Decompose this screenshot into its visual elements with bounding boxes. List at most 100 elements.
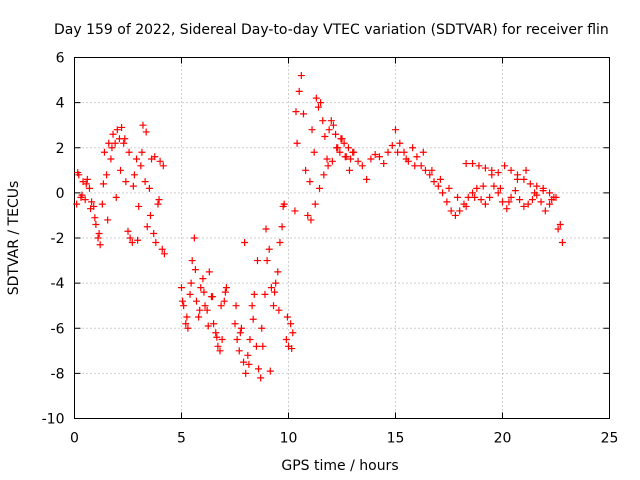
data-point (241, 239, 249, 247)
data-point (158, 245, 166, 253)
data-point (541, 207, 549, 215)
data-point (546, 200, 554, 208)
data-point (233, 336, 241, 344)
data-point (246, 336, 254, 344)
data-point (417, 162, 425, 170)
data-point (192, 297, 200, 305)
data-point (539, 184, 547, 192)
data-point (126, 234, 134, 242)
data-point (146, 211, 154, 219)
data-point (96, 241, 104, 249)
data-point (141, 178, 149, 186)
data-point (462, 202, 470, 210)
data-point (445, 184, 453, 192)
data-point (270, 302, 278, 310)
data-point (125, 148, 133, 156)
data-point (190, 234, 198, 242)
data-point (295, 87, 303, 95)
x-ticks: 0 5 10 15 20 25 (70, 57, 618, 447)
data-point (314, 103, 322, 111)
data-point (242, 369, 250, 377)
data-point (388, 141, 396, 149)
data-point (95, 229, 103, 237)
data-point (511, 187, 519, 195)
y-tick-label: -4 (51, 276, 65, 292)
x-tick-label: 0 (70, 431, 79, 447)
data-point (419, 148, 427, 156)
data-point (396, 139, 404, 147)
data-point (262, 225, 270, 233)
data-point (259, 342, 267, 350)
data-point (107, 155, 115, 163)
y-tick-label: -8 (51, 366, 65, 382)
y-tick-label: -2 (51, 231, 65, 247)
data-point (122, 178, 130, 186)
data-point (558, 239, 566, 247)
grid-lines (74, 57, 610, 419)
data-point (103, 171, 111, 179)
data-point (91, 214, 99, 222)
data-point (306, 178, 314, 186)
data-point (447, 207, 455, 215)
data-point (304, 211, 312, 219)
data-point (130, 171, 138, 179)
data-point (384, 148, 392, 156)
data-point (513, 171, 521, 179)
data-point (231, 320, 239, 328)
y-ticks: -10 -8 -6 -4 -2 0 2 4 6 (42, 51, 610, 428)
data-point (267, 284, 275, 292)
data-point (151, 153, 159, 161)
data-point (317, 99, 325, 107)
data-point (522, 166, 530, 174)
data-point (216, 347, 224, 355)
data-point (499, 198, 506, 206)
data-point (92, 220, 100, 228)
data-point (434, 182, 442, 190)
data-point (546, 189, 554, 197)
data-point (209, 293, 217, 301)
data-point (464, 193, 472, 201)
data-point (87, 205, 95, 213)
data-point (333, 144, 341, 152)
data-point (191, 266, 199, 274)
data-point (108, 144, 116, 152)
y-axis-label: SDTVAR / TECUs (6, 181, 22, 296)
y-tick-label: -10 (42, 412, 65, 428)
data-point (421, 166, 429, 174)
data-point (186, 290, 194, 298)
data-point (150, 229, 158, 237)
data-point (258, 324, 266, 332)
data-point (554, 225, 562, 233)
data-point (248, 302, 256, 310)
data-point (152, 239, 160, 247)
data-point (184, 324, 192, 332)
data-point (245, 360, 253, 368)
data-point (73, 200, 81, 208)
data-point (156, 157, 164, 165)
data-point (325, 126, 333, 134)
data-point (479, 182, 487, 190)
data-point (402, 155, 410, 163)
data-point (375, 153, 383, 161)
data-point (344, 144, 352, 152)
data-point (469, 189, 477, 197)
data-point (182, 320, 190, 328)
data-point (488, 166, 496, 174)
data-point (94, 234, 102, 242)
data-point (456, 207, 464, 215)
data-point (524, 200, 532, 208)
data-point (88, 198, 96, 206)
data-point (133, 155, 141, 163)
data-point (340, 139, 348, 147)
data-point (201, 302, 209, 310)
data-point (143, 223, 151, 231)
data-point (160, 250, 168, 258)
data-point (494, 189, 502, 197)
data-point (481, 164, 489, 172)
data-point (117, 166, 125, 174)
data-point (213, 333, 221, 341)
data-point (516, 196, 524, 204)
data-point (316, 184, 324, 192)
data-point (218, 336, 226, 344)
data-point (85, 184, 93, 192)
